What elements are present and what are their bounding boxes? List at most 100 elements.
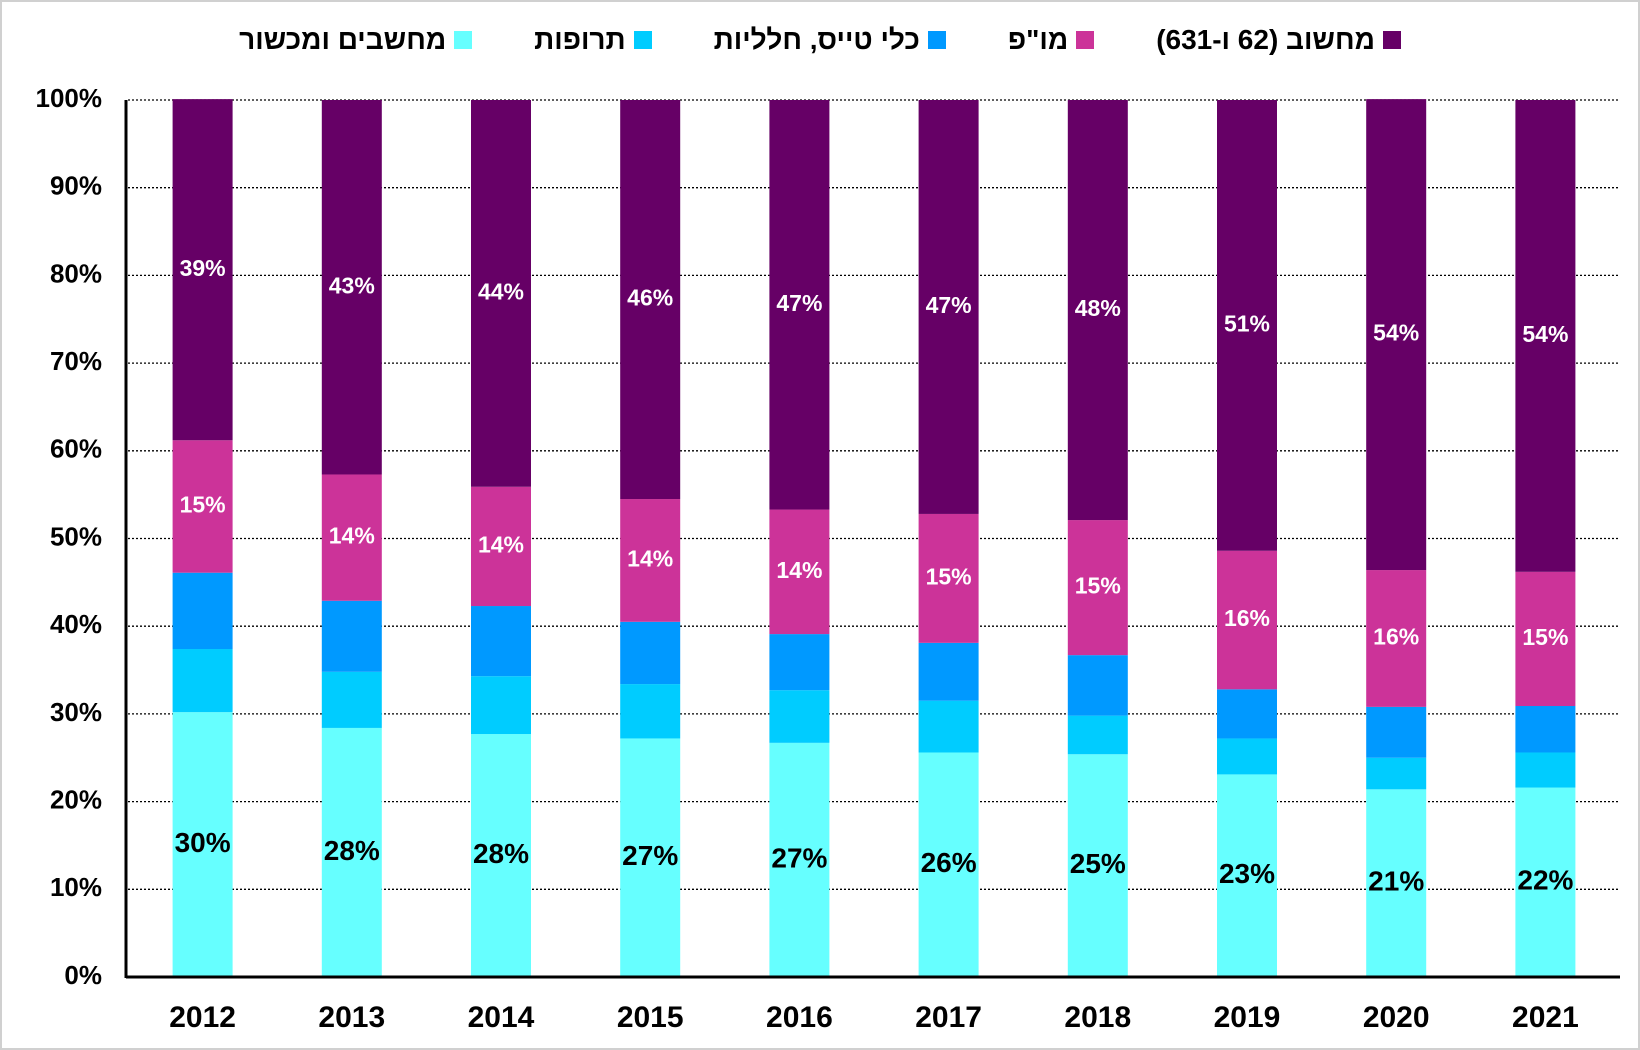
data-label: 14% [478,531,524,557]
data-label: 21% [1368,866,1424,897]
data-label: 14% [627,546,673,572]
bar-segment [321,474,382,601]
data-label: 28% [324,835,380,866]
legend-swatch [1382,31,1401,49]
bar-segment [1515,706,1576,753]
bar-segment [471,100,531,487]
data-label: 54% [1373,320,1419,346]
bar-segment [321,600,382,672]
bar-segment [471,486,531,607]
data-label: 23% [1219,858,1275,889]
data-label: 54% [1522,321,1568,347]
legend: מחשוב (62 ו-631) מו"פ כלי טייס, חלליות תרופ… [0,24,1640,56]
y-tick-label: 70% [50,346,102,376]
bar-segment [172,572,233,650]
bar-segment [769,742,830,977]
y-tick-label: 30% [50,697,102,727]
x-tick-label: 2021 [1512,1001,1579,1034]
data-label: 51% [1224,310,1270,336]
bar-segment [172,99,233,441]
x-tick-label: 2016 [766,1001,833,1034]
data-label: 15% [180,492,226,518]
bar-segment [769,690,830,743]
y-tick-label: 40% [50,609,102,639]
data-label: 25% [1070,848,1126,879]
bar-segment [1217,689,1277,739]
bar-segment [1217,738,1277,775]
y-tick-label: 10% [50,872,102,902]
data-label: 28% [473,838,529,869]
data-label: 39% [180,255,226,281]
bar-segment [918,100,979,514]
legend-swatch [927,31,946,49]
data-label: 26% [921,847,977,878]
bar-segment [172,649,233,713]
bar-segment [1217,774,1277,977]
y-tick-label: 0% [64,960,102,990]
bar-segment [620,738,681,977]
x-tick-label: 2014 [468,1001,535,1034]
y-tick-label: 100% [36,83,103,113]
bar-segment [1067,655,1128,716]
data-label: 15% [926,563,972,589]
data-label: 16% [1224,605,1270,631]
bar-segment [1515,571,1576,707]
y-tick-label: 80% [50,258,102,288]
data-label: 27% [622,840,678,871]
legend-label: מו"פ [1007,24,1069,55]
bar-segment [321,727,382,977]
data-label: 43% [329,272,375,298]
legend-swatch [1076,31,1095,49]
bar-segment [1217,550,1277,690]
data-label: 14% [329,523,375,549]
bar-segment [471,734,531,977]
data-label: 30% [175,827,231,858]
bar-segment [321,671,382,728]
legend-item: תרופות [534,24,652,56]
legend-item: מו"פ [1007,24,1095,56]
bar-segment [918,513,979,643]
bar-segment [1366,789,1427,977]
data-label: 46% [627,285,673,311]
bar-segment [918,700,979,753]
bar-segment [769,509,830,635]
bar-segment [172,712,233,977]
bar-segment [769,634,830,691]
data-label: 47% [926,292,972,318]
x-tick-label: 2019 [1214,1001,1281,1034]
bar-segment [321,100,382,475]
bar-segment [1366,757,1427,790]
bar-segment [620,621,681,685]
legend-label: תרופות [534,24,626,55]
bar-segment [1067,100,1128,521]
data-label: 44% [478,278,524,304]
legend-item: מחשוב (62 ו-631) [1156,24,1401,56]
x-tick-label: 2015 [617,1001,684,1034]
x-tick-label: 2017 [915,1001,982,1034]
data-label: 47% [776,290,822,316]
legend-swatch [633,31,652,49]
data-label: 16% [1373,624,1419,650]
bar-segment [471,606,531,677]
legend-label: כלי טייס, חלליות [713,24,920,55]
bar-segment [1515,752,1576,788]
x-tick-label: 2012 [169,1001,236,1034]
bar-segment [172,440,233,573]
data-label: 48% [1075,295,1121,321]
legend-swatch [454,31,473,49]
y-tick-label: 60% [50,434,102,464]
data-label: 22% [1517,865,1573,896]
bar-segment [769,100,830,510]
bar-segment [620,499,681,622]
bar-segment [1067,754,1128,977]
data-label: 15% [1075,573,1121,599]
bar-segment [1366,99,1427,571]
y-tick-label: 20% [50,784,102,814]
legend-item: מחשבים ומכשור [239,24,473,56]
data-label: 15% [1522,624,1568,650]
bar-segment [918,752,979,977]
x-tick-label: 2018 [1064,1001,1131,1034]
